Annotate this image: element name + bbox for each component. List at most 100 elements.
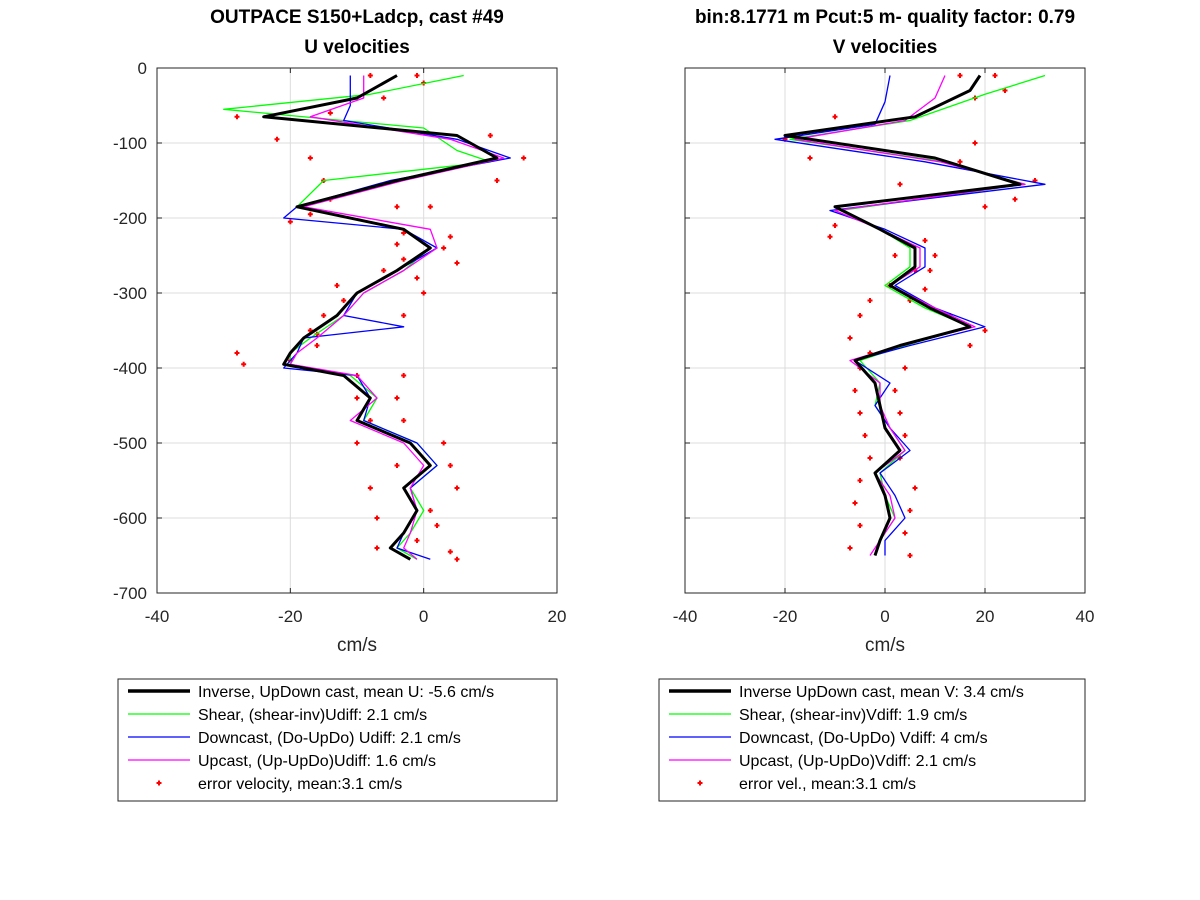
u-error-velocity-point: [354, 440, 360, 446]
v-error-velocity-point: [827, 234, 833, 240]
u-y-tick-label: -400: [113, 359, 147, 378]
v-error-velocity-point: [847, 335, 853, 341]
u-error-velocity-point: [314, 343, 320, 348]
u-x-tick-label: -20: [278, 607, 303, 626]
u-ticks: -40 -20 0 200-100-200-300-400-500-600-700: [113, 59, 566, 626]
v-velocity-panel: bin:8.1771 m Pcut:5 m- quality factor: 0…: [673, 7, 1095, 656]
u-x-axis-label: cm/s: [337, 635, 377, 656]
u-error-velocity-point: [334, 283, 340, 288]
u-error-velocity-point: [447, 234, 453, 240]
v-legend-marker: [697, 780, 703, 786]
u-error-velocity-point: [394, 204, 400, 210]
u-panel-subtitle: U velocities: [304, 37, 410, 58]
u-error-velocity-point: [521, 155, 527, 161]
u-error-velocity-point: [401, 256, 407, 262]
u-error-velocity-point: [367, 485, 373, 491]
v-error-velocity-point: [1002, 88, 1008, 93]
v-error-velocity-point: [992, 73, 998, 78]
u-legend-label: Shear, (shear-inv)Udiff: 2.1 cm/s: [198, 707, 427, 724]
u-error-velocity-point: [414, 538, 420, 543]
u-error-velocity-point: [367, 418, 373, 423]
u-legend-label: error velocity, mean:3.1 cm/s: [198, 776, 402, 793]
v-error-velocity-point: [852, 500, 858, 506]
u-y-tick-label: 0: [138, 59, 147, 78]
v-x-tick-label: 20: [976, 607, 995, 626]
u-error-velocity-point: [427, 204, 433, 210]
u-error-velocity-point: [241, 361, 247, 367]
u-x-tick-label: 20: [548, 607, 567, 626]
v-panel-title: bin:8.1771 m Pcut:5 m- quality factor: 0…: [695, 7, 1075, 28]
u-error-velocity-point: [321, 313, 327, 318]
u-y-tick-label: -100: [113, 134, 147, 153]
u-error-velocity-point: [401, 230, 407, 236]
v-ticks: -40 -20 0 20 40: [673, 67, 1095, 626]
v-error-velocity-point: [862, 433, 868, 438]
u-error-velocity-point: [421, 290, 427, 296]
u-error-velocity-point: [447, 463, 453, 468]
v-legend-label: Downcast, (Do-UpDo) Vdiff: 4 cm/s: [739, 730, 988, 747]
u-error-velocity-point: [367, 73, 373, 78]
u-series-line-0: [262, 74, 499, 561]
v-legend-label: Shear, (shear-inv)Vdiff: 1.9 cm/s: [739, 707, 967, 724]
u-error-velocity-point: [234, 350, 240, 356]
v-legend-box: [658, 678, 1086, 802]
v-error-velocity-point: [967, 343, 973, 348]
u-error-velocity-point: [454, 260, 460, 266]
v-error-velocity-point: [907, 508, 913, 513]
v-legend-label: Upcast, (Up-UpDo)Vdiff: 2.1 cm/s: [739, 753, 976, 770]
v-error-velocity-point: [867, 298, 873, 303]
v-error-velocity-point: [972, 140, 978, 146]
u-error-velocity-point: [394, 395, 400, 401]
v-error-velocity-point: [867, 455, 873, 461]
u-error-velocity-point: [394, 241, 400, 247]
v-error-velocity-point: [897, 410, 903, 416]
u-error-velocity-point: [401, 418, 407, 423]
v-error-velocity-point: [857, 478, 863, 483]
u-error-velocity-point: [454, 485, 460, 491]
v-error-velocity-point: [852, 388, 858, 393]
u-error-velocity-point: [234, 114, 240, 120]
v-error-velocity-point: [832, 223, 838, 228]
v-error-velocity-point: [902, 530, 908, 536]
v-series-line-0: [783, 74, 1022, 556]
v-error-velocity-point: [902, 365, 908, 371]
v-x-tick-label: 40: [1076, 607, 1095, 626]
v-x-tick-label: 0: [880, 607, 889, 626]
v-error-velocity-point: [902, 433, 908, 438]
v-error-velocity-point: [982, 328, 988, 333]
u-error-velocity-point: [307, 211, 313, 217]
v-error-velocity-point: [897, 181, 903, 187]
u-y-tick-label: -600: [113, 509, 147, 528]
v-legend-label: error vel., mean:3.1 cm/s: [739, 776, 916, 793]
u-error-velocity-point: [441, 440, 447, 446]
v-legend: Inverse UpDown cast, mean V: 3.4 cm/s She…: [658, 678, 1086, 802]
v-error-velocity-point: [832, 114, 838, 120]
u-y-tick-label: -700: [113, 584, 147, 603]
v-error-velocity-point: [957, 159, 963, 165]
u-legend-label: Inverse, UpDown cast, mean U: -5.6 cm/s: [198, 684, 494, 701]
u-error-velocity-point: [454, 556, 460, 562]
v-error-velocity-point: [857, 410, 863, 416]
v-error-velocity-point: [892, 253, 898, 258]
u-series-line-3: [289, 75, 505, 560]
u-error-velocity-point: [414, 275, 420, 281]
v-x-tick-label: -20: [773, 607, 798, 626]
u-error-velocity-point: [307, 155, 313, 161]
v-error-velocity-point: [907, 553, 913, 558]
u-error-velocity-point: [494, 178, 500, 183]
u-error-velocity-point: [394, 463, 400, 468]
v-x-tick-label: -40: [673, 607, 698, 626]
v-error-velocity-point: [857, 523, 863, 528]
u-y-tick-label: -500: [113, 434, 147, 453]
u-error-velocity-point: [427, 508, 433, 513]
u-legend-label: Downcast, (Do-UpDo) Udiff: 2.1 cm/s: [198, 730, 461, 747]
v-error-velocity-point: [957, 73, 963, 78]
u-error-velocity-point: [401, 313, 407, 318]
u-plot-area: [223, 73, 527, 562]
u-axes-box: [156, 67, 558, 594]
u-error-velocity-point: [401, 373, 407, 378]
v-panel-subtitle: V velocities: [833, 37, 938, 58]
u-error-velocity-point: [381, 95, 387, 101]
v-x-axis-label: cm/s: [865, 635, 905, 656]
